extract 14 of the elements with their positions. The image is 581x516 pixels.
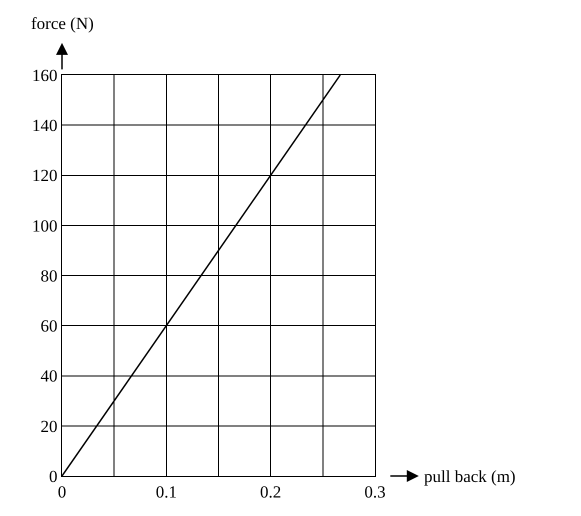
y-tick-label: 0 <box>49 466 58 486</box>
x-tick-label: 0.1 <box>156 482 177 502</box>
y-tick-label: 120 <box>32 166 58 186</box>
y-tick-label: 80 <box>40 266 58 286</box>
y-tick-label: 40 <box>40 366 58 386</box>
x-tick-label: 0.2 <box>260 482 282 502</box>
y-tick-label: 160 <box>32 66 58 85</box>
y-tick-label: 140 <box>32 116 58 136</box>
x-axis-title: pull back (m) <box>424 467 516 486</box>
x-tick-label: 0.3 <box>364 482 386 502</box>
y-axis-title: force (N) <box>31 14 94 33</box>
y-tick-label: 60 <box>40 316 58 336</box>
y-tick-label: 100 <box>32 216 58 236</box>
y-tick-label: 20 <box>40 416 58 436</box>
